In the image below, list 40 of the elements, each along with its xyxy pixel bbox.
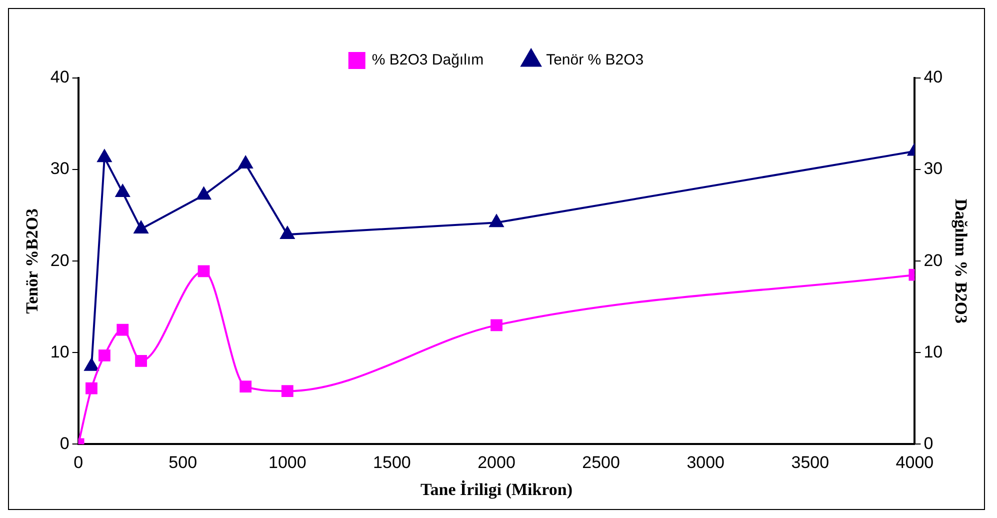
y-tick-label: 0 — [60, 434, 70, 453]
y-tick-label: 10 — [50, 342, 70, 362]
y-axis-title: Tenör %B2O3 — [22, 208, 42, 314]
point — [198, 265, 210, 278]
point — [116, 324, 129, 336]
y2-tick-label: 30 — [924, 159, 943, 178]
point — [116, 184, 130, 197]
point — [240, 380, 252, 392]
point — [490, 319, 502, 332]
point — [135, 354, 147, 367]
y-tick-label: 30 — [50, 159, 70, 178]
point — [97, 150, 112, 162]
x-tick-label: 4000 — [896, 453, 934, 472]
x-tick-label: 2500 — [582, 453, 620, 472]
y2-tick-label: 20 — [924, 250, 943, 270]
x-tick-label: 0 — [74, 453, 84, 472]
y-tick-label: 20 — [50, 250, 70, 270]
point — [196, 187, 211, 200]
point — [98, 349, 110, 362]
point — [134, 221, 148, 234]
y2-tick-label: 40 — [924, 68, 943, 87]
x-tick-label: 3500 — [791, 453, 830, 472]
point — [280, 226, 294, 240]
y-tick-label: 40 — [50, 68, 70, 87]
x-tick-label: 1000 — [268, 453, 306, 472]
y2-tick-label: 0 — [924, 434, 934, 453]
legend-label: % B2O3 Dağılım — [372, 52, 484, 69]
x-axis-title: Tane İriligi (Mikron) — [420, 480, 573, 500]
point — [86, 382, 98, 394]
y2-tick-label: 10 — [924, 342, 943, 362]
point — [238, 156, 253, 169]
point — [84, 358, 99, 371]
x-tick-label: 500 — [168, 453, 198, 472]
point — [281, 385, 294, 398]
x-tick-label: 1500 — [373, 453, 411, 472]
y2-axis-title: Dağılım % B2O3 — [951, 198, 970, 324]
point — [489, 214, 504, 228]
legend-label: Tenör % B2O3 — [546, 52, 644, 69]
x-tick-label: 3000 — [686, 453, 725, 472]
x-tick-label: 2000 — [478, 453, 516, 472]
